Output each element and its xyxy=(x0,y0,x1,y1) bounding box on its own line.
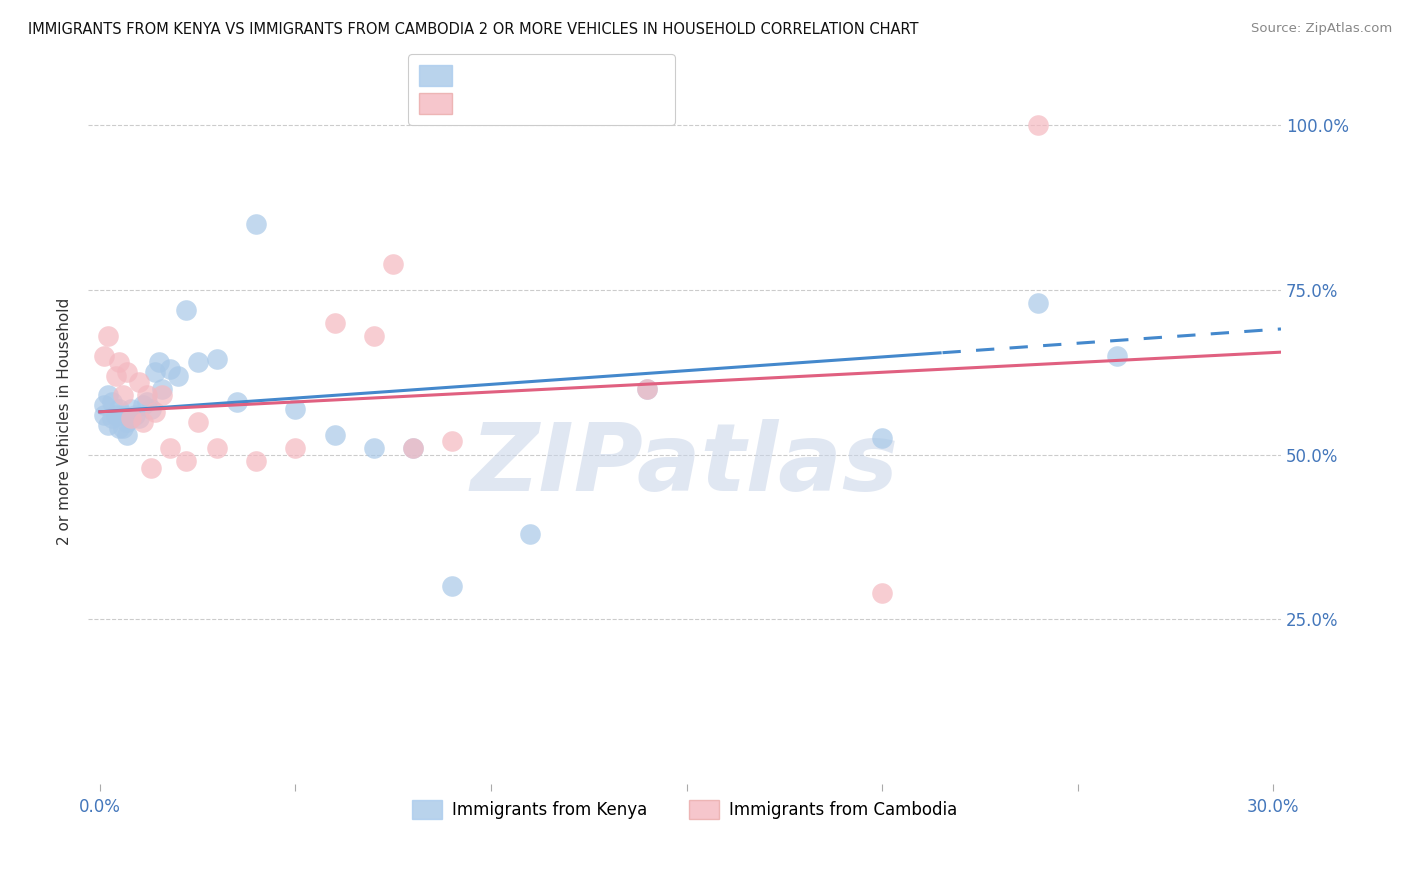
Point xyxy=(117,365,139,379)
Point xyxy=(363,329,385,343)
Point xyxy=(152,382,174,396)
Point xyxy=(1028,119,1050,133)
Point xyxy=(636,382,658,396)
Point xyxy=(104,368,127,383)
Point xyxy=(205,352,228,367)
Point xyxy=(135,388,157,402)
Point xyxy=(440,434,463,449)
Text: R =: R = xyxy=(412,82,447,101)
Legend: Immigrants from Kenya, Immigrants from Cambodia: Immigrants from Kenya, Immigrants from C… xyxy=(405,794,963,826)
Point xyxy=(104,408,127,422)
Point xyxy=(245,217,267,231)
Point xyxy=(120,411,142,425)
Point xyxy=(128,375,150,389)
Point xyxy=(284,401,307,416)
Point xyxy=(112,408,135,422)
Text: Source: ZipAtlas.com: Source: ZipAtlas.com xyxy=(1251,22,1392,36)
Point xyxy=(245,454,267,468)
Point xyxy=(100,411,122,425)
Point xyxy=(174,454,197,468)
Point xyxy=(167,368,190,383)
Point xyxy=(143,365,166,379)
Point xyxy=(187,355,209,369)
Point xyxy=(636,382,658,396)
Point xyxy=(225,395,247,409)
Point xyxy=(870,586,893,600)
Point xyxy=(139,401,162,416)
Point xyxy=(143,405,166,419)
Text: ZIPatlas: ZIPatlas xyxy=(471,419,898,511)
Point xyxy=(97,388,120,402)
Y-axis label: 2 or more Vehicles in Household: 2 or more Vehicles in Household xyxy=(58,298,72,545)
Point xyxy=(402,441,425,455)
Point xyxy=(519,526,541,541)
Point xyxy=(100,395,122,409)
Text: 27: 27 xyxy=(530,108,555,127)
Point xyxy=(870,431,893,445)
Point xyxy=(382,257,405,271)
Point xyxy=(284,441,307,455)
Point xyxy=(128,411,150,425)
Point xyxy=(93,398,115,412)
Point xyxy=(152,388,174,402)
Point xyxy=(117,415,139,429)
Point xyxy=(139,460,162,475)
Text: 0.188: 0.188 xyxy=(443,82,502,101)
Point xyxy=(402,441,425,455)
Text: N =: N = xyxy=(499,108,536,127)
Point xyxy=(93,408,115,422)
Point xyxy=(120,411,142,425)
Text: 0.130: 0.130 xyxy=(443,108,502,127)
Point xyxy=(159,441,181,455)
Point xyxy=(363,441,385,455)
Point xyxy=(117,427,139,442)
Point xyxy=(132,415,155,429)
Point xyxy=(97,417,120,432)
Text: 40: 40 xyxy=(530,82,555,101)
Point xyxy=(205,441,228,455)
Text: N =: N = xyxy=(499,82,536,101)
Point xyxy=(124,408,146,422)
Point xyxy=(440,579,463,593)
Point xyxy=(112,388,135,402)
Point xyxy=(323,427,346,442)
Point xyxy=(97,329,120,343)
Point xyxy=(323,316,346,330)
Point xyxy=(108,401,131,416)
Text: IMMIGRANTS FROM KENYA VS IMMIGRANTS FROM CAMBODIA 2 OR MORE VEHICLES IN HOUSEHOL: IMMIGRANTS FROM KENYA VS IMMIGRANTS FROM… xyxy=(28,22,918,37)
Point xyxy=(108,421,131,435)
Point xyxy=(159,362,181,376)
Text: R =: R = xyxy=(412,108,447,127)
Point xyxy=(108,355,131,369)
Point xyxy=(93,349,115,363)
Point xyxy=(187,415,209,429)
Point xyxy=(120,401,142,416)
Point xyxy=(148,355,170,369)
Point xyxy=(174,302,197,317)
Point xyxy=(135,395,157,409)
Point xyxy=(1105,349,1128,363)
Point xyxy=(112,421,135,435)
Point xyxy=(1028,296,1050,310)
Point xyxy=(132,398,155,412)
